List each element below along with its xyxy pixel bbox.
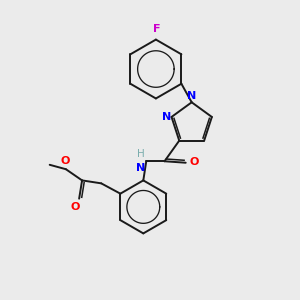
Text: F: F — [153, 24, 160, 34]
Text: N: N — [163, 112, 172, 122]
Text: N: N — [187, 91, 196, 101]
Text: O: O — [190, 157, 199, 167]
Text: N: N — [136, 163, 145, 173]
Text: O: O — [70, 202, 80, 212]
Text: O: O — [61, 156, 70, 166]
Text: H: H — [137, 149, 145, 159]
